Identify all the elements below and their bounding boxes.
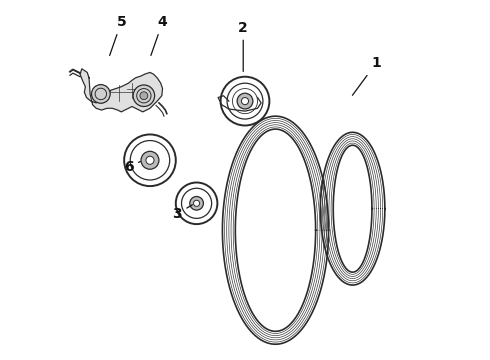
Text: 6: 6: [123, 161, 140, 175]
Circle shape: [133, 85, 155, 107]
Circle shape: [140, 92, 148, 100]
Polygon shape: [80, 69, 163, 112]
Circle shape: [194, 200, 199, 206]
Circle shape: [141, 151, 159, 169]
Text: 2: 2: [238, 21, 248, 71]
Text: 1: 1: [352, 57, 381, 95]
Circle shape: [237, 93, 253, 109]
Circle shape: [190, 197, 203, 210]
Text: 3: 3: [172, 205, 193, 221]
Circle shape: [242, 98, 248, 105]
Text: 4: 4: [151, 15, 168, 55]
Circle shape: [146, 156, 154, 164]
Circle shape: [92, 85, 110, 103]
Text: 5: 5: [110, 15, 126, 55]
